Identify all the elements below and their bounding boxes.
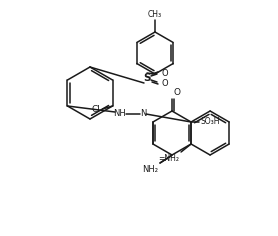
Text: SO₃H: SO₃H [200, 118, 220, 126]
Text: N: N [140, 110, 146, 118]
Text: CH₃: CH₃ [148, 10, 162, 19]
Text: O: O [161, 79, 168, 88]
Text: NH: NH [113, 110, 125, 118]
Text: O: O [161, 68, 168, 77]
Text: Cl: Cl [92, 105, 101, 114]
Text: NH₂: NH₂ [142, 165, 158, 174]
Text: =NH₂: =NH₂ [158, 154, 179, 163]
Text: O: O [173, 88, 180, 97]
Text: S: S [143, 73, 151, 83]
